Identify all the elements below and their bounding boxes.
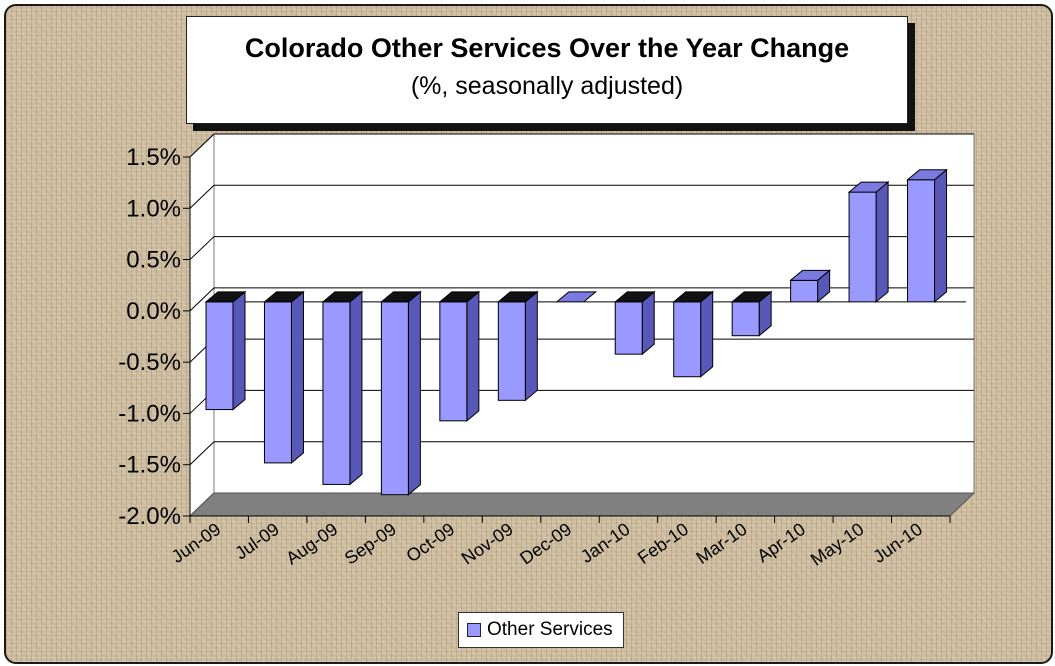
bar-top — [380, 291, 422, 303]
bar — [322, 301, 351, 485]
bar-top — [438, 291, 481, 303]
chart-floor — [188, 492, 976, 517]
bar-top — [906, 169, 948, 181]
bar-top — [672, 291, 715, 303]
chart-subtitle: (%, seasonally adjusted) — [410, 72, 684, 100]
bar-side — [349, 290, 363, 486]
bar — [263, 301, 292, 464]
bar — [380, 301, 409, 496]
bar — [614, 301, 643, 355]
bar-side — [407, 290, 421, 496]
x-tick-label: Apr-10 — [753, 519, 809, 566]
bar-top — [496, 291, 539, 303]
bar-top — [204, 291, 247, 303]
bar — [205, 301, 234, 411]
gridline-side — [189, 184, 215, 209]
x-tick-label: Jul-09 — [231, 519, 283, 564]
bar-side — [524, 290, 538, 402]
x-tick-label: Dec-09 — [516, 519, 575, 569]
y-tick-label: -1.0% — [118, 400, 181, 427]
x-tick-label: Jan-10 — [577, 519, 634, 567]
y-tick-label: 1.0% — [126, 195, 181, 222]
bar — [790, 279, 819, 303]
bar — [497, 301, 526, 401]
y-tick-label: -0.5% — [118, 349, 181, 376]
title-box: Colorado Other Services Over the Year Ch… — [186, 16, 908, 124]
bar-top — [730, 291, 773, 303]
y-tick-label: -1.5% — [118, 452, 181, 479]
bar-top — [263, 291, 305, 303]
y-tick-label: 0.0% — [126, 298, 181, 325]
x-tick-label: Nov-09 — [458, 519, 517, 569]
bar-side — [641, 290, 655, 356]
bar-side — [466, 290, 480, 422]
bar-side — [290, 290, 304, 464]
bar-top — [321, 291, 364, 303]
bar — [731, 301, 760, 337]
gridline-side — [189, 236, 215, 260]
x-tick-label: Aug-09 — [282, 519, 341, 569]
gridline-side — [189, 287, 215, 312]
bar-side — [700, 290, 714, 378]
y-tick-label: 0.5% — [126, 247, 181, 274]
y-tick-label: 1.5% — [126, 144, 181, 171]
bar-side — [232, 290, 246, 411]
legend-swatch — [467, 623, 481, 637]
bar — [439, 301, 468, 422]
legend: Other Services — [458, 612, 624, 648]
bar-top — [613, 291, 656, 303]
y-tick-label: -2.0% — [118, 503, 181, 530]
x-tick-label: May-10 — [807, 519, 868, 570]
x-tick-label: Jun-10 — [869, 519, 926, 567]
x-tick-label: Sep-09 — [341, 519, 400, 569]
gridline-side — [189, 441, 215, 466]
bar — [848, 191, 877, 303]
bar-top — [555, 291, 598, 303]
bar-top — [789, 269, 831, 281]
bar-side — [875, 181, 889, 303]
bar — [907, 179, 936, 303]
x-tick-label: Feb-10 — [634, 519, 692, 568]
x-tick-label: Mar-10 — [692, 519, 750, 568]
legend-label: Other Services — [487, 619, 613, 640]
bar — [673, 301, 702, 378]
chart-title: Colorado Other Services Over the Year Ch… — [244, 33, 850, 63]
bar-top — [847, 181, 890, 193]
x-tick-label: Oct-09 — [403, 519, 459, 566]
gridline-side — [189, 133, 215, 158]
bar-side — [934, 168, 948, 303]
